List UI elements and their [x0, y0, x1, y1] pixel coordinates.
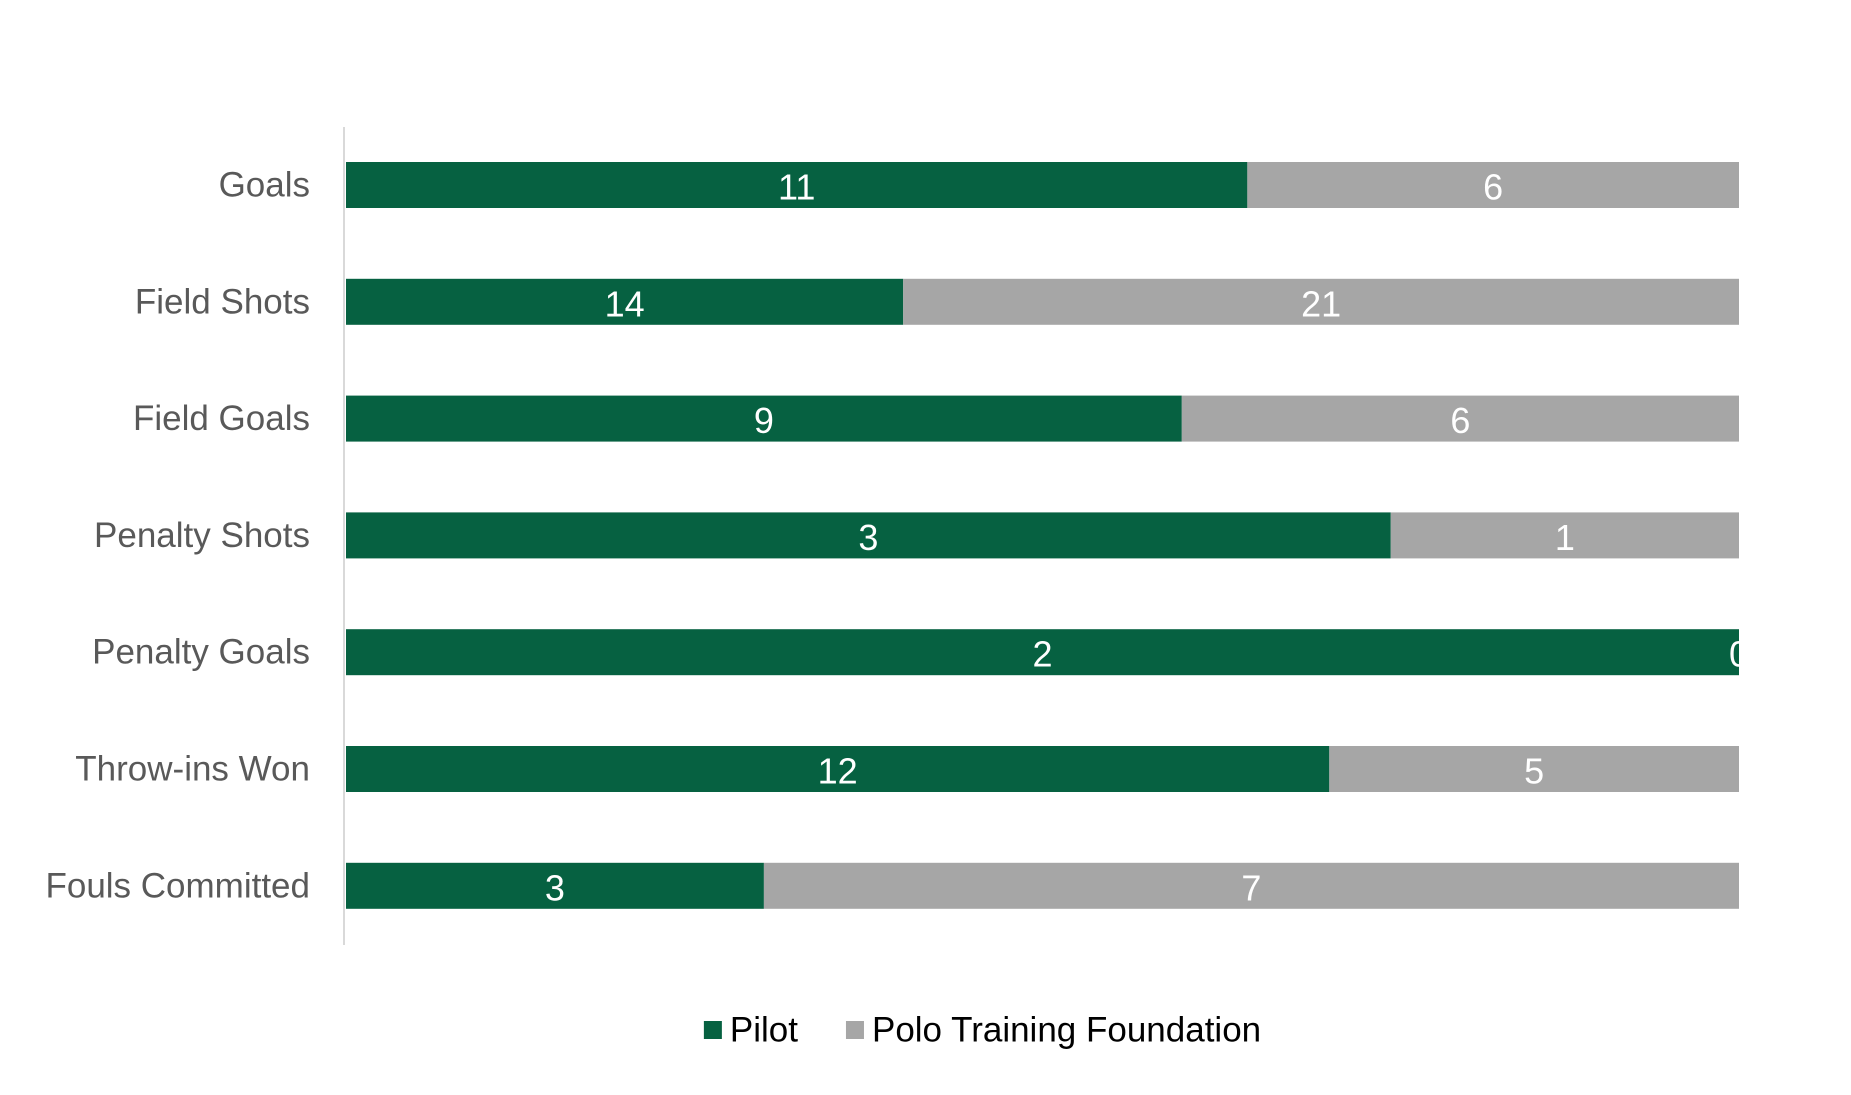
- category-label: Penalty Goals: [92, 633, 310, 672]
- data-label: 5: [1524, 751, 1544, 792]
- data-label: 6: [1450, 400, 1470, 441]
- data-label: 6: [1483, 167, 1503, 208]
- legend-label: Polo Training Foundation: [872, 1011, 1261, 1050]
- data-label: 11: [778, 167, 815, 208]
- bar-segment: [346, 162, 1248, 208]
- data-label: 2: [1032, 634, 1052, 675]
- bar-segment: [346, 512, 1391, 559]
- category-label: Fouls Committed: [45, 866, 310, 905]
- category-label: Goals: [219, 166, 310, 205]
- data-label: 1: [1555, 517, 1575, 558]
- bar-segment: [1247, 162, 1739, 208]
- legend: Pilot Polo Training Foundation: [703, 1011, 1261, 1050]
- legend-swatch: [845, 1021, 864, 1039]
- data-label: 12: [818, 751, 858, 792]
- legend-label: Pilot: [730, 1011, 798, 1050]
- data-label: 0: [1729, 634, 1749, 675]
- bar-segment: [1329, 746, 1739, 792]
- legend-swatch: [703, 1021, 722, 1039]
- data-label: 7: [1241, 867, 1261, 908]
- category-label: Field Shots: [135, 282, 310, 321]
- bar-segment: [346, 629, 1739, 676]
- legend-item: Pilot: [703, 1011, 798, 1050]
- category-label: Field Goals: [133, 399, 310, 438]
- bar-segment: [346, 862, 764, 909]
- legend-item: Polo Training Foundation: [845, 1011, 1261, 1050]
- bar-segment: [903, 278, 1739, 325]
- data-label: 14: [605, 283, 645, 324]
- bar-segment: [346, 278, 904, 325]
- bar-segment: [763, 862, 1739, 909]
- bar-segment: [346, 395, 1182, 442]
- bar-segment: [1181, 395, 1739, 442]
- bar-segment: [1390, 512, 1739, 559]
- category-label: Throw-ins Won: [75, 750, 310, 789]
- data-label: 21: [1301, 283, 1341, 324]
- data-label: 3: [858, 517, 878, 558]
- category-axis: Goals Field Shots Field Goals Penalty Shots…: [45, 166, 310, 906]
- plot-area: 11 614 219 63 12 012 53 7: [346, 162, 1749, 909]
- category-label: Penalty Shots: [94, 516, 310, 555]
- bar-segment: [346, 746, 1330, 792]
- data-label: 3: [545, 867, 565, 908]
- data-label: 9: [754, 400, 774, 441]
